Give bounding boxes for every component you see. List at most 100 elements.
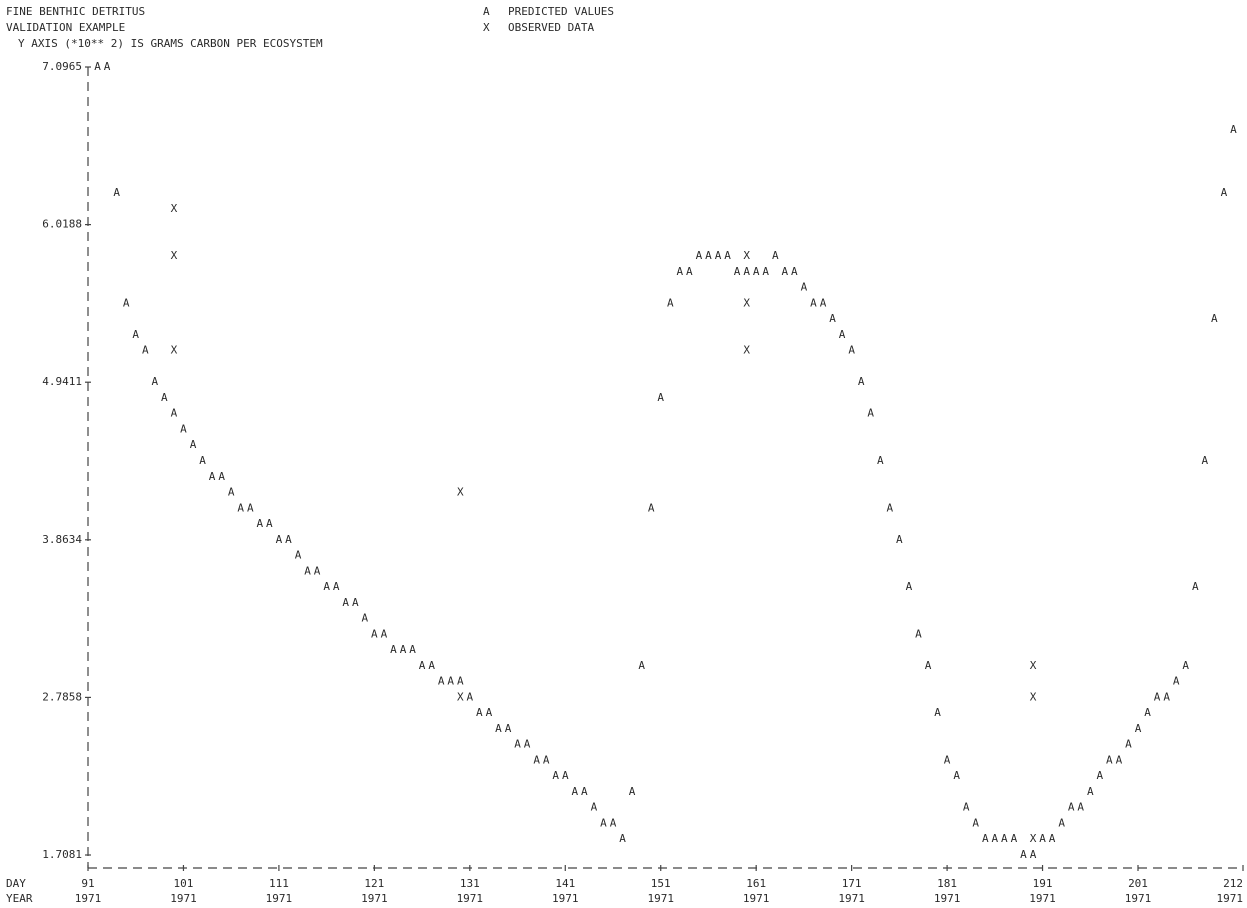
point: A <box>457 675 464 688</box>
point: A <box>228 486 235 499</box>
point: A <box>94 60 101 73</box>
point: X <box>171 202 178 215</box>
point: A <box>915 627 922 640</box>
y-axis-label: Y AXIS (*10** 2) IS GRAMS CARBON PER ECO… <box>18 37 323 50</box>
x-tick-label: 101 <box>174 877 194 890</box>
point: A <box>963 801 970 814</box>
point: A <box>724 249 731 262</box>
x-tick-label: 121 <box>364 877 384 890</box>
point: A <box>1221 186 1228 199</box>
point: X <box>171 249 178 262</box>
y-tick-label: 3.8634 <box>42 533 82 546</box>
point: X <box>457 690 464 703</box>
point: A <box>381 627 388 640</box>
point: A <box>257 517 264 530</box>
y-tick-label: 7.0965 <box>42 60 82 73</box>
point: A <box>1154 690 1161 703</box>
point: A <box>953 769 960 782</box>
point: A <box>543 753 550 766</box>
point: X <box>743 344 750 357</box>
point: A <box>314 564 321 577</box>
point: X <box>743 296 750 309</box>
point: A <box>323 580 330 593</box>
y-tick-label: 6.0188 <box>42 218 82 231</box>
point: A <box>829 312 836 325</box>
x-tick-year: 1971 <box>1029 892 1056 905</box>
point: A <box>1011 832 1018 845</box>
point: A <box>142 344 149 357</box>
point: A <box>467 690 474 703</box>
point: X <box>1030 690 1037 703</box>
point: A <box>1058 816 1065 829</box>
point: A <box>419 659 426 672</box>
point: A <box>648 501 655 514</box>
point: A <box>810 296 817 309</box>
x-tick-label: 171 <box>842 877 862 890</box>
x-tick-label: 181 <box>937 877 957 890</box>
point: A <box>276 533 283 546</box>
point: A <box>1202 454 1209 467</box>
point: A <box>906 580 913 593</box>
point: A <box>447 675 454 688</box>
point: X <box>743 249 750 262</box>
point: A <box>1030 848 1037 861</box>
point: A <box>877 454 884 467</box>
point: A <box>610 816 617 829</box>
chart-title: FINE BENTHIC DETRITUS <box>6 5 145 18</box>
point: A <box>104 60 111 73</box>
point: A <box>934 706 941 719</box>
x-tick-year: 1971 <box>266 892 293 905</box>
point: A <box>352 596 359 609</box>
x-tick-year: 1971 <box>1125 892 1152 905</box>
point: A <box>1144 706 1151 719</box>
point: A <box>1087 785 1094 798</box>
point: A <box>1125 738 1132 751</box>
point: A <box>1001 832 1008 845</box>
point: A <box>533 753 540 766</box>
x-tick-year: 1971 <box>170 892 197 905</box>
point: A <box>428 659 435 672</box>
legend-marker: X <box>483 21 490 34</box>
point: A <box>619 832 626 845</box>
point: A <box>171 407 178 420</box>
point: A <box>1049 832 1056 845</box>
y-tick-label: 2.7858 <box>42 690 82 703</box>
point: A <box>495 722 502 735</box>
point: A <box>705 249 712 262</box>
x-tick-year: 1971 <box>838 892 865 905</box>
point: A <box>791 265 798 278</box>
point: A <box>1173 675 1180 688</box>
point: A <box>657 391 664 404</box>
point: A <box>362 612 369 625</box>
point: A <box>600 816 607 829</box>
point: A <box>409 643 416 656</box>
point: A <box>1192 580 1199 593</box>
point: A <box>782 265 789 278</box>
point: X <box>1030 832 1037 845</box>
y-tick-label: 1.7081 <box>42 848 82 861</box>
point: A <box>1039 832 1046 845</box>
x-tick-year: 1971 <box>743 892 770 905</box>
point: A <box>1116 753 1123 766</box>
x-tick-label: 201 <box>1128 877 1148 890</box>
x-tick-label: 161 <box>746 877 766 890</box>
point: A <box>266 517 273 530</box>
point: A <box>972 816 979 829</box>
point: A <box>1106 753 1113 766</box>
point: A <box>848 344 855 357</box>
point: A <box>562 769 569 782</box>
point: A <box>629 785 636 798</box>
point: A <box>438 675 445 688</box>
x-tick-label: 212 <box>1223 877 1243 890</box>
point: A <box>285 533 292 546</box>
point: A <box>199 454 206 467</box>
point: A <box>505 722 512 735</box>
point: A <box>762 265 769 278</box>
point: A <box>839 328 846 341</box>
y-tick-label: 4.9411 <box>42 375 82 388</box>
point: A <box>295 549 302 562</box>
point: A <box>581 785 588 798</box>
point: A <box>180 422 187 435</box>
legend-label: OBSERVED DATA <box>508 21 594 34</box>
point: A <box>715 249 722 262</box>
